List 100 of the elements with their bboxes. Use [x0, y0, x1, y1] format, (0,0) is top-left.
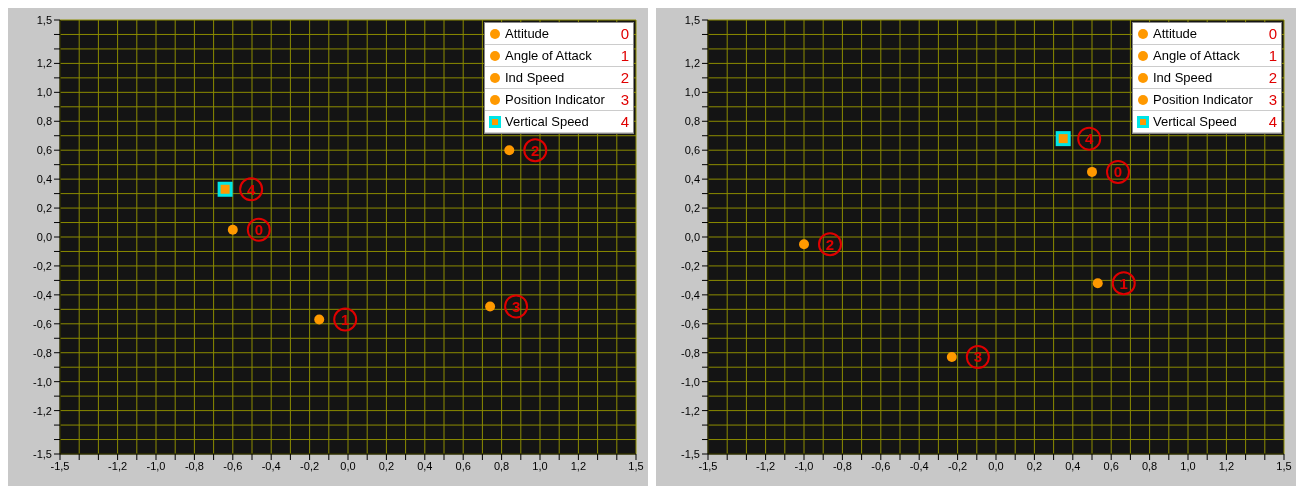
- y-tick-label: 0,4: [36, 173, 52, 186]
- y-tick-label: 1,2: [684, 57, 700, 70]
- point: [1055, 131, 1071, 147]
- y-tick-label: 1,2: [36, 57, 52, 70]
- point: [1092, 278, 1103, 289]
- legend-label: Ind Speed: [1153, 70, 1214, 85]
- y-tick-label: 0,6: [36, 144, 52, 157]
- text: 2: [1268, 69, 1277, 86]
- y-tick-label: 0,4: [684, 173, 700, 186]
- y-tick-label: -1,0: [33, 375, 52, 388]
- annotation: 2: [531, 141, 540, 159]
- legend-label: Position Indicator: [505, 92, 606, 107]
- annotation: 0: [1113, 163, 1123, 181]
- text: 4: [1268, 113, 1277, 130]
- y-tick-label: 1,0: [36, 86, 52, 99]
- point: [504, 145, 515, 156]
- y-tick-label: -0,6: [681, 317, 700, 330]
- x-tick-label: -0,2: [948, 459, 968, 472]
- y-tick-label: 1,5: [684, 13, 700, 26]
- x-tick-label: -0,2: [300, 459, 320, 472]
- x-tick-label: 1,0: [1180, 459, 1196, 472]
- legend-label: Attitude: [1153, 26, 1199, 41]
- y-tick-label: 0,6: [684, 144, 700, 157]
- y-tick-label: -0,8: [33, 346, 52, 359]
- x-tick-label: 0,8: [493, 459, 510, 472]
- y-tick-label: -1,2: [33, 404, 52, 417]
- legend-label: Angle of Attack: [1153, 48, 1241, 63]
- y-tick-label: 0,0: [684, 230, 700, 243]
- point: [799, 239, 809, 250]
- x-tick-label: 0,4: [417, 459, 433, 472]
- y-tick-label: -1,0: [681, 375, 700, 388]
- x-tick-label: 0,4: [1065, 459, 1081, 472]
- y-tick-label: -0,8: [681, 346, 700, 359]
- x-tick-label: -1,5: [698, 459, 718, 472]
- x-tick-label: 1,0: [532, 459, 548, 472]
- legend-label: Attitude: [505, 26, 551, 41]
- text: 2: [620, 69, 629, 86]
- y-tick-label: 0,8: [684, 115, 700, 128]
- y-tick-label: 0,8: [36, 115, 52, 128]
- x-tick-label: 1,2: [1218, 459, 1235, 472]
- x-tick-label: -1,2: [756, 459, 776, 472]
- annotation: 4: [246, 180, 256, 198]
- legend-label: Vertical Speed: [505, 114, 590, 129]
- x-tick-label: 0,2: [1026, 459, 1043, 472]
- x-tick-label: 0,0: [340, 459, 356, 472]
- point: [485, 301, 496, 312]
- text: 3: [1268, 91, 1277, 108]
- x-tick-label: 0,6: [1103, 459, 1119, 472]
- annotation: 0: [254, 221, 263, 239]
- legend-label: Vertical Speed: [1153, 114, 1238, 129]
- x-tick-label: 1,2: [570, 459, 587, 472]
- y-tick-label: -1,2: [681, 404, 700, 417]
- y-tick-label: -0,6: [33, 317, 52, 330]
- y-tick-label: -0,2: [681, 259, 700, 272]
- y-tick-label: -0,4: [681, 288, 700, 301]
- y-tick-label: -0,2: [33, 259, 52, 272]
- point: [314, 314, 325, 325]
- annotation: 3: [973, 348, 983, 366]
- point: [217, 181, 233, 197]
- point: [227, 224, 238, 235]
- y-tick-label: -1,5: [681, 447, 700, 460]
- y-tick-label: -0,4: [33, 288, 52, 301]
- x-tick-label: 0,0: [988, 459, 1004, 472]
- x-tick-label: -0,6: [223, 459, 243, 472]
- legend-label: Position Indicator: [1153, 92, 1254, 107]
- x-tick-label: 0,8: [1141, 459, 1158, 472]
- text: 1: [620, 47, 629, 64]
- annotation: 1: [1119, 274, 1128, 292]
- legend-label: Ind Speed: [505, 70, 566, 85]
- x-tick-label: -1,0: [794, 459, 814, 472]
- x-tick-label: -0,8: [832, 459, 852, 472]
- y-tick-label: 0,2: [684, 201, 700, 214]
- x-tick-label: -0,6: [871, 459, 891, 472]
- annotation: 2: [825, 235, 835, 253]
- text: 0: [1268, 25, 1277, 42]
- x-tick-label: -0,8: [184, 459, 204, 472]
- x-tick-label: 1,5: [628, 459, 644, 472]
- text: 0: [620, 25, 629, 42]
- text: 1: [1268, 47, 1277, 64]
- text: 4: [620, 113, 629, 130]
- annotation: 3: [511, 297, 521, 315]
- y-tick-label: -1,5: [33, 447, 52, 460]
- point: [946, 352, 957, 363]
- y-tick-label: 1,5: [36, 13, 52, 26]
- point: [1087, 166, 1097, 177]
- x-tick-label: 0,2: [378, 459, 395, 472]
- x-tick-label: -1,5: [50, 459, 70, 472]
- text: 3: [620, 91, 629, 108]
- annotation: 1: [341, 310, 350, 328]
- x-tick-label: 1,5: [1276, 459, 1292, 472]
- y-tick-label: 0,2: [36, 201, 52, 214]
- x-tick-label: -1,2: [108, 459, 128, 472]
- annotation: 4: [1085, 130, 1095, 148]
- x-tick-label: 0,6: [455, 459, 471, 472]
- y-tick-label: 0,0: [36, 230, 52, 243]
- legend-label: Angle of Attack: [505, 48, 593, 63]
- x-tick-label: -1,0: [146, 459, 166, 472]
- y-tick-label: 1,0: [684, 86, 700, 99]
- x-tick-label: -0,4: [909, 459, 929, 472]
- x-tick-label: -0,4: [261, 459, 281, 472]
